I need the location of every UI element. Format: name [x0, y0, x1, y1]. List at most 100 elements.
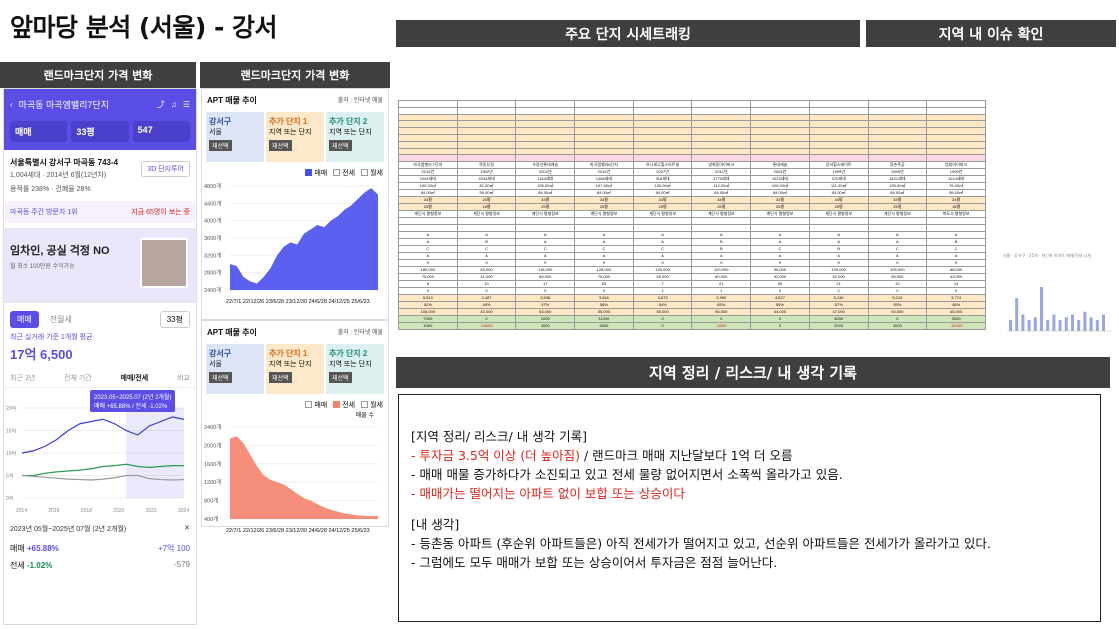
table-cell: [808, 147, 869, 156]
table-cell: 107.00㎡: [574, 182, 634, 191]
table-cell: 2004년: [750, 168, 810, 177]
table-cell: A: [691, 251, 752, 260]
compare-sub: 지역 또는 단지: [269, 129, 312, 136]
table-cell: [926, 120, 986, 129]
table-cell: 44,000: [750, 307, 810, 316]
compare-title: 추가 단지 1: [269, 117, 308, 126]
table-cell: A: [750, 251, 810, 260]
legend-buy[interactable]: 매매: [305, 400, 327, 410]
area-series: [230, 436, 378, 519]
size-select[interactable]: 33평: [71, 121, 129, 142]
table-cell: [456, 154, 517, 163]
table-cell: 1000: [515, 314, 576, 323]
table-cell: 21: [808, 279, 869, 288]
table-cell: [456, 100, 517, 108]
table-cell: 62,000: [808, 272, 869, 281]
table-cell: 55,000: [867, 272, 928, 281]
table-cell: 56,000: [691, 307, 752, 316]
table-cell: [691, 147, 752, 156]
compare-box-2[interactable]: 추가 단지 1 지역 또는 단지 재선택: [266, 344, 324, 394]
buy-amt: +7억 100: [157, 544, 190, 553]
table-row: 5,510 2,487 3,536 3,816 3,673 2,900 4,827 5,246…: [398, 293, 986, 302]
tooltip-period: 2023.05~2025.07 (2년 2개월): [94, 395, 172, 401]
table-cell: [398, 133, 458, 142]
ad-banner[interactable]: 임차인, 공실 걱정 NO 월 최소 100만원 수익가능: [4, 228, 196, 303]
close-icon[interactable]: ✕: [184, 525, 190, 532]
table-cell: [808, 127, 869, 135]
table-cell: 2770세대: [691, 175, 752, 184]
table-cell: A: [398, 251, 458, 260]
table-cell: [867, 100, 928, 108]
table-cell: 복도식 평형정보: [926, 210, 986, 219]
table-cell: 24평: [926, 196, 986, 205]
notes-line: - 투자금 3.5억 이상 (더 높아짐) / 랜드마크 매매 지난달보다 1억…: [411, 448, 793, 463]
menu-icon[interactable]: ☰: [182, 99, 190, 109]
reselect-button[interactable]: 재선택: [329, 140, 352, 151]
bell-icon[interactable]: ♫: [170, 99, 177, 109]
table-cell: S: [574, 258, 634, 267]
table-cell: 84.00㎡: [691, 189, 752, 198]
table-cell: [867, 140, 928, 149]
table-cell: [750, 154, 810, 163]
compare-box-1[interactable]: 강서구 서울 재선택: [206, 344, 264, 394]
table-cell: 33평: [632, 196, 693, 205]
compare-box-3[interactable]: 추가 단지 2 지역 또는 단지 재선택: [326, 344, 384, 394]
issues-header: 지역 내 이슈 확인: [866, 20, 1116, 47]
tour-3d-button[interactable]: 3D 단지투어: [141, 161, 190, 177]
table-cell: 21: [691, 279, 752, 288]
table-cell: 42,000: [456, 307, 517, 316]
table-cell: [750, 120, 810, 129]
table-header-row: [398, 127, 986, 135]
period-tab[interactable]: 매매/전세: [120, 375, 149, 382]
compare-box-1[interactable]: 강서구 서울 재선택: [206, 112, 264, 162]
back-icon[interactable]: ‹: [10, 99, 13, 109]
table-cell: 33평: [398, 196, 458, 205]
table-cell: [750, 223, 810, 232]
reselect-button[interactable]: 재선택: [269, 140, 292, 151]
size-dropdown[interactable]: 33평: [159, 311, 190, 328]
period-tab[interactable]: 전체 기간: [64, 375, 92, 382]
legend-jeonse[interactable]: 전세: [333, 168, 355, 178]
reselect-button[interactable]: 재선택: [209, 372, 232, 383]
page-title: 앞마당 분석 (서울) - 강서: [10, 13, 278, 42]
tab-buy[interactable]: 매매: [10, 311, 39, 328]
table-cell: 우장산롯데캐슬: [515, 161, 576, 170]
table-cell: S: [926, 258, 986, 267]
y-tick-label: 0억: [6, 495, 13, 502]
table-cell: S: [808, 258, 869, 267]
table-cell: 롯데캐슬: [750, 161, 810, 170]
table-cell: [808, 154, 869, 163]
table-cell: 3,673: [632, 293, 693, 302]
table-cell: [926, 140, 986, 149]
y-tick-label: 4000개: [204, 217, 221, 225]
notes-line: - 등촌동 아파트 (후순위 아파트들은) 아직 전세가가 떨어지고 있고, 선…: [411, 536, 991, 551]
compare-title: 추가 단지 1: [269, 349, 308, 358]
legend-jeonse[interactable]: 전세: [333, 400, 355, 410]
reselect-button[interactable]: 재선택: [269, 372, 292, 383]
legend-monthly[interactable]: 월세: [361, 168, 383, 178]
compare-box-2[interactable]: 추가 단지 1 지역 또는 단지 재선택: [266, 112, 324, 162]
tab-rent[interactable]: 전월세: [49, 315, 72, 324]
legend-monthly[interactable]: 월세: [361, 400, 383, 410]
visitor-rank: 마곡동 주간 방문자 1위: [10, 209, 78, 216]
table-cell: 57%: [808, 300, 869, 309]
table-cell: [456, 223, 517, 232]
share-icon[interactable]: ⤴: [156, 99, 165, 109]
compare-sub: 지역 또는 단지: [269, 361, 312, 368]
table-cell: [750, 133, 810, 142]
count-select[interactable]: 547: [132, 121, 190, 142]
type-select[interactable]: 매매: [10, 121, 68, 142]
legend-buy[interactable]: 매매: [305, 168, 327, 178]
reselect-button[interactable]: 재선택: [329, 372, 352, 383]
period-tab[interactable]: 최근 3년: [10, 375, 36, 382]
table-cell: A: [808, 230, 869, 239]
compare-box-3[interactable]: 추가 단지 2 지역 또는 단지 재선택: [326, 112, 384, 162]
compare-boxes: 강서구 서울 재선택 추가 단지 1 지역 또는 단지 재선택 추가 단지 2 …: [202, 112, 388, 162]
table-cell: [691, 223, 752, 232]
table-cell: 0: [632, 314, 693, 323]
table-cell: [926, 127, 986, 135]
table-cell: 47,000: [808, 307, 869, 316]
period-tab[interactable]: 비교: [177, 375, 190, 382]
reselect-button[interactable]: 재선택: [209, 140, 232, 151]
ad-subtitle: 월 최소 100만원 수익가능: [10, 264, 75, 270]
